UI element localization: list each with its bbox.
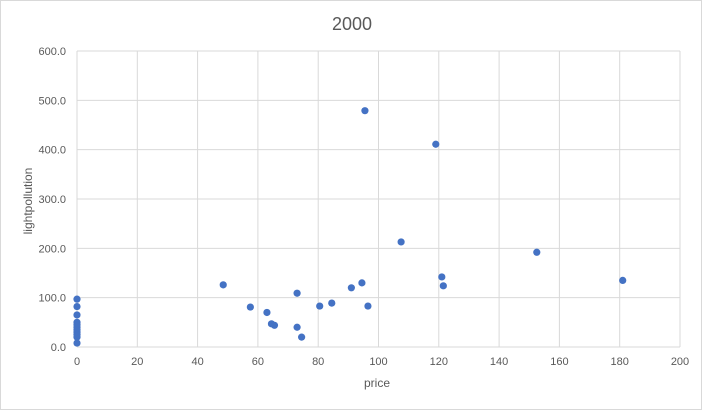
y-tick-label: 600.0: [38, 46, 66, 58]
data-point: [293, 289, 301, 297]
data-point: [619, 276, 627, 284]
chart-title: 2000: [332, 14, 372, 34]
y-tick-label: 0.0: [51, 342, 66, 354]
data-point: [438, 273, 446, 281]
x-tick-label: 180: [611, 356, 629, 368]
x-tick-label: 20: [131, 356, 143, 368]
x-tick-label: 160: [550, 356, 568, 368]
x-tick-label: 120: [430, 356, 448, 368]
data-point: [73, 339, 81, 347]
y-axis-label: lightpollution: [21, 168, 35, 235]
data-point: [270, 321, 279, 329]
data-point: [316, 302, 324, 310]
x-tick-label: 140: [490, 356, 508, 368]
data-point: [293, 323, 301, 331]
y-tick-label: 200.0: [38, 243, 66, 255]
x-tick-label: 60: [252, 356, 264, 368]
data-point: [246, 303, 254, 311]
tick-labels: 0.0 100.0 200.0 300.0 400.0 500.0 600.0 0 20 40 60…: [38, 46, 689, 368]
x-tick-label: 0: [74, 356, 80, 368]
y-tick-label: 400.0: [38, 145, 66, 157]
x-tick-label: 40: [191, 356, 203, 368]
data-point: [73, 333, 81, 341]
data-point: [73, 311, 81, 319]
x-tick-label: 80: [312, 356, 324, 368]
y-tick-label: 100.0: [38, 293, 66, 305]
data-point: [439, 282, 447, 290]
data-point: [298, 333, 306, 341]
data-point: [358, 279, 366, 287]
data-point: [361, 107, 369, 115]
y-tick-label: 300.0: [38, 194, 66, 206]
data-point: [364, 302, 372, 310]
data-point: [533, 248, 541, 256]
data-point: [219, 281, 227, 289]
y-tick-label: 500.0: [38, 95, 66, 107]
x-axis-label: price: [364, 376, 390, 390]
gridlines: [76, 50, 681, 348]
data-point: [73, 302, 81, 311]
data-point: [263, 308, 271, 317]
data-point: [347, 284, 355, 292]
data-point: [432, 140, 440, 148]
x-tick-label: 200: [671, 356, 689, 368]
data-point: [328, 299, 336, 307]
data-points: [73, 107, 627, 347]
x-tick-label: 100: [369, 356, 387, 368]
data-point: [73, 295, 81, 303]
data-point: [397, 238, 405, 246]
